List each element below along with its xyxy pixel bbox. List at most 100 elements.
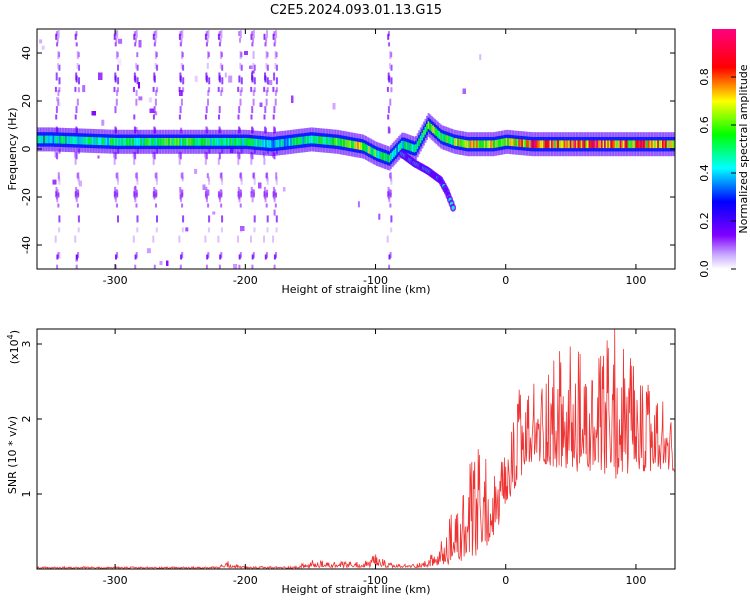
- streak-cell: [133, 157, 136, 165]
- ridge-core-cell: [155, 138, 158, 146]
- snr-line: [37, 329, 675, 569]
- ridge-core-cell: [107, 137, 110, 146]
- ridge-core-cell: [143, 138, 146, 146]
- ridge-core-cell: [340, 138, 343, 147]
- noise-cell: [235, 267, 238, 269]
- streak-cell: [114, 152, 117, 160]
- streak-cell: [179, 152, 182, 160]
- streak-cell: [273, 254, 276, 260]
- y-tick-label: 40: [20, 46, 33, 60]
- ridge-core-cell: [501, 138, 503, 147]
- ridge-core-cell: [312, 135, 314, 144]
- colorbar-tick-label: 0.0: [698, 260, 711, 278]
- streak-cell: [132, 151, 135, 158]
- ridge-core-cell: [116, 138, 119, 146]
- streak-cell: [152, 235, 155, 243]
- ridge-core-cell: [222, 138, 225, 146]
- ridge-core-cell: [124, 138, 127, 146]
- ridge-core-cell: [549, 140, 552, 149]
- streak-cell: [181, 90, 184, 96]
- streak-cell: [133, 72, 136, 81]
- noise-cell: [179, 90, 183, 96]
- ridge-core-cell: [455, 138, 458, 146]
- ridge-core-cell: [337, 138, 339, 146]
- ridge-core-cell: [196, 138, 199, 146]
- ridge-core-cell: [408, 143, 411, 151]
- streak-cell: [272, 191, 275, 198]
- ridge-core-cell: [274, 140, 277, 148]
- streak-cell: [389, 192, 392, 198]
- streak-cell: [389, 51, 392, 59]
- ridge-core-cell: [480, 140, 483, 149]
- streak-cell: [113, 157, 116, 165]
- ridge-core-cell: [640, 140, 643, 149]
- streak-cell: [274, 90, 277, 96]
- colorbar-ticks: 0.0 0.2 0.4 0.6 0.8: [698, 68, 736, 278]
- streak-cell: [239, 189, 241, 197]
- ridge-core-cell: [194, 138, 197, 146]
- noise-cell: [52, 179, 57, 185]
- ridge-core-cell: [388, 154, 391, 163]
- ridge-core-cell: [519, 139, 522, 147]
- noise-cell: [179, 90, 183, 96]
- ridge-core-cell: [641, 140, 644, 149]
- snr-x-ticks: -300 -200 -100 0 100: [103, 329, 646, 587]
- streak-cell: [155, 52, 158, 58]
- ridge-core-cell: [474, 140, 477, 149]
- noise-cell: [179, 90, 183, 96]
- streak-cell: [156, 177, 158, 185]
- ridge-core-cell: [607, 140, 610, 149]
- noise-cell: [166, 260, 169, 266]
- ridge-core-cell: [276, 139, 279, 148]
- ridge-core-cell: [79, 136, 82, 145]
- streak-cell: [218, 106, 221, 114]
- streak-cell: [113, 191, 116, 198]
- streak-cell: [219, 268, 222, 269]
- x-tick-label: 0: [502, 274, 509, 287]
- ridge-core-cell: [352, 140, 355, 149]
- ridge-core-cell: [151, 138, 154, 146]
- streak-cell: [136, 227, 139, 233]
- ridge-core-cell: [405, 141, 408, 150]
- streak-cell: [77, 87, 80, 93]
- noise-cell: [179, 90, 183, 96]
- noise-cell: [97, 155, 100, 159]
- streak-cell: [74, 191, 77, 198]
- streak-cell: [135, 30, 138, 39]
- streak-cell: [265, 98, 268, 106]
- ridge-core-cell: [199, 138, 202, 146]
- streak-cell: [74, 151, 77, 158]
- streak-cell: [252, 37, 254, 43]
- streak-cell: [181, 172, 184, 180]
- noise-cell: [149, 108, 154, 113]
- ridge-core-cell: [263, 139, 266, 148]
- streak-cell: [133, 114, 136, 120]
- streak-cell: [204, 151, 207, 158]
- ridge-core-cell: [499, 139, 502, 147]
- noise-cell: [179, 90, 183, 96]
- ridge-core-cell: [76, 136, 79, 145]
- ridge-core-cell: [597, 140, 600, 149]
- streak-cell: [205, 152, 208, 160]
- noise-cell: [166, 260, 169, 266]
- ridge-core-cell: [119, 138, 122, 146]
- ridge-core-cell: [396, 146, 399, 154]
- ridge-core-cell: [654, 140, 657, 149]
- ridge-core-cell: [268, 140, 271, 148]
- ridge-core-cell: [127, 138, 130, 146]
- streak-cell: [389, 62, 391, 69]
- streak-cell: [75, 186, 78, 193]
- streak-cell: [273, 72, 276, 81]
- ridge-core-cell: [296, 137, 299, 145]
- snr-y-ticks: 1 2 3: [20, 341, 675, 498]
- noise-cell: [179, 90, 183, 96]
- noise-cell: [291, 95, 294, 103]
- ridge-core-cell: [585, 140, 588, 149]
- streak-cell: [180, 37, 183, 43]
- noise-cell: [212, 211, 216, 215]
- ridge-core-cell: [160, 138, 163, 146]
- ridge-core-cell: [371, 147, 374, 156]
- streak-cell: [238, 152, 241, 160]
- ridge-core-cell: [616, 140, 619, 149]
- ridge-core-cell: [399, 142, 402, 151]
